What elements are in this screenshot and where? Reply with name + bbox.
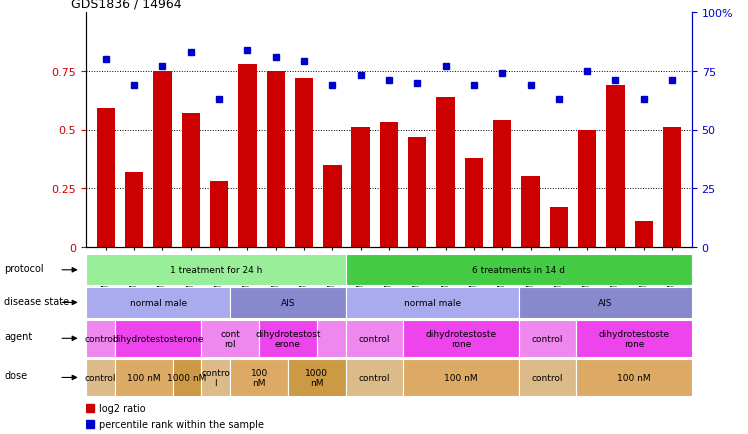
Text: control: control [359, 334, 390, 343]
Bar [115, 359, 173, 396]
Bar [288, 359, 346, 396]
Bar [230, 287, 346, 319]
Bar [577, 359, 692, 396]
Bar [519, 320, 577, 357]
Text: agent: agent [4, 332, 32, 342]
Bar [153, 72, 171, 247]
Bar [403, 320, 519, 357]
Bar [436, 97, 455, 247]
Text: disease state: disease state [4, 296, 70, 306]
Bar [317, 320, 346, 357]
Bar [230, 359, 288, 396]
Bar [125, 172, 144, 247]
Bar [295, 79, 313, 247]
Bar [578, 130, 596, 247]
Bar [521, 177, 540, 247]
Bar [403, 359, 519, 396]
Text: 100 nM: 100 nM [444, 373, 478, 382]
Bar [346, 287, 519, 319]
Text: control: control [532, 334, 563, 343]
Text: AIS: AIS [280, 298, 295, 307]
Bar [346, 320, 403, 357]
Text: control: control [359, 373, 390, 382]
Text: 1000
nM: 1000 nM [305, 368, 328, 387]
Text: dihydrotestoste
rone: dihydrotestoste rone [426, 329, 497, 348]
Text: 6 treatments in 14 d: 6 treatments in 14 d [472, 266, 565, 275]
Text: control: control [532, 373, 563, 382]
Bar [346, 254, 692, 286]
Text: dihydrotestost
erone: dihydrotestost erone [255, 329, 321, 348]
Bar [465, 158, 483, 247]
Bar [323, 165, 342, 247]
Bar [663, 128, 681, 247]
Bar [519, 287, 692, 319]
Text: 100 nM: 100 nM [617, 373, 651, 382]
Bar [115, 320, 201, 357]
Text: normal male: normal male [404, 298, 461, 307]
Bar [634, 222, 653, 247]
Bar [259, 320, 317, 357]
Bar [550, 207, 568, 247]
Text: GDS1836 / 14964: GDS1836 / 14964 [71, 0, 182, 11]
Bar [493, 121, 512, 247]
Text: cont
rol: cont rol [221, 329, 240, 348]
Bar [182, 114, 200, 247]
Bar [238, 65, 257, 247]
Text: control: control [85, 373, 116, 382]
Bar [519, 359, 577, 396]
Text: 1000 nM: 1000 nM [168, 373, 206, 382]
Bar [346, 359, 403, 396]
Bar [201, 359, 230, 396]
Bar [86, 287, 230, 319]
Bar [607, 85, 625, 247]
Bar [86, 359, 115, 396]
Text: normal male: normal male [129, 298, 187, 307]
Bar [577, 320, 692, 357]
Text: log2 ratio: log2 ratio [99, 404, 146, 414]
Text: dihydrotestoste
rone: dihydrotestoste rone [598, 329, 669, 348]
Text: dose: dose [4, 371, 27, 381]
Bar [380, 123, 398, 247]
Text: percentile rank within the sample: percentile rank within the sample [99, 419, 264, 429]
Bar [408, 137, 426, 247]
Bar [86, 254, 346, 286]
Bar [173, 359, 201, 396]
Text: dihydrotestosterone: dihydrotestosterone [112, 334, 204, 343]
Text: protocol: protocol [4, 263, 43, 273]
Bar [266, 72, 285, 247]
Text: 100
nM: 100 nM [251, 368, 268, 387]
Text: contro
l: contro l [201, 368, 230, 387]
Text: 1 treatment for 24 h: 1 treatment for 24 h [170, 266, 262, 275]
Text: AIS: AIS [598, 298, 613, 307]
Bar [96, 109, 115, 247]
Bar [201, 320, 259, 357]
Bar [86, 320, 115, 357]
Text: control: control [85, 334, 116, 343]
Bar [352, 128, 370, 247]
Text: 100 nM: 100 nM [127, 373, 161, 382]
Bar [210, 182, 228, 247]
